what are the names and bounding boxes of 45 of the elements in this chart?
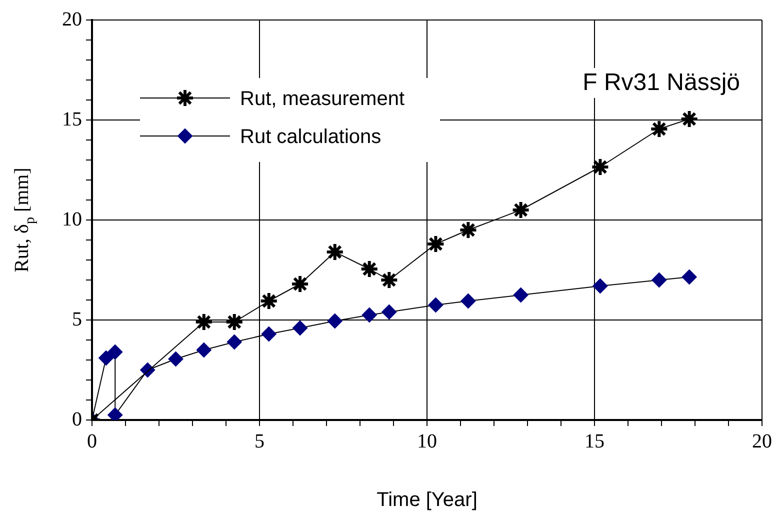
x-tick-label: 10: [417, 430, 437, 452]
point: [194, 312, 214, 332]
y-axis-title: Rut, δp [mm]: [11, 168, 38, 272]
point: [108, 344, 123, 360]
point: [458, 220, 478, 240]
text: F Rv31 Nässjö: [582, 69, 740, 96]
y-tick-label: 15: [62, 108, 82, 130]
point: [590, 158, 610, 176]
point: [325, 242, 344, 262]
point: [682, 270, 697, 284]
point: [196, 342, 212, 358]
point: [592, 278, 608, 294]
point: [460, 294, 476, 308]
point: [259, 292, 278, 310]
point: [360, 260, 379, 278]
x-tick-label: 5: [254, 430, 264, 452]
point: [226, 334, 242, 350]
x-tick-label: 20: [752, 430, 772, 452]
point: [292, 320, 308, 336]
x-axis-title: Time [Year]: [376, 489, 478, 511]
point: [428, 298, 444, 312]
point: [224, 312, 244, 332]
point: [290, 274, 310, 294]
x-tick-label: 0: [87, 430, 97, 452]
point: [680, 110, 699, 128]
point: [650, 120, 669, 138]
point: [382, 304, 397, 320]
point: [327, 314, 342, 328]
point: [362, 308, 377, 322]
legend-label: Rut calculations: [240, 126, 382, 148]
point: [168, 352, 184, 366]
y-tick-label: 5: [72, 308, 82, 330]
point: [98, 350, 114, 366]
y-tick-label: 20: [62, 8, 82, 30]
legend-label: Rut, measurement: [240, 88, 405, 110]
y-tick-label: 0: [72, 408, 82, 430]
point: [511, 200, 530, 220]
point: [261, 326, 276, 342]
x-tick-label: 15: [584, 430, 604, 452]
point: [380, 270, 399, 290]
point: [652, 272, 667, 288]
point: [513, 288, 528, 302]
point: [108, 408, 123, 420]
point: [426, 234, 446, 254]
y-tick-label: 10: [62, 208, 82, 230]
